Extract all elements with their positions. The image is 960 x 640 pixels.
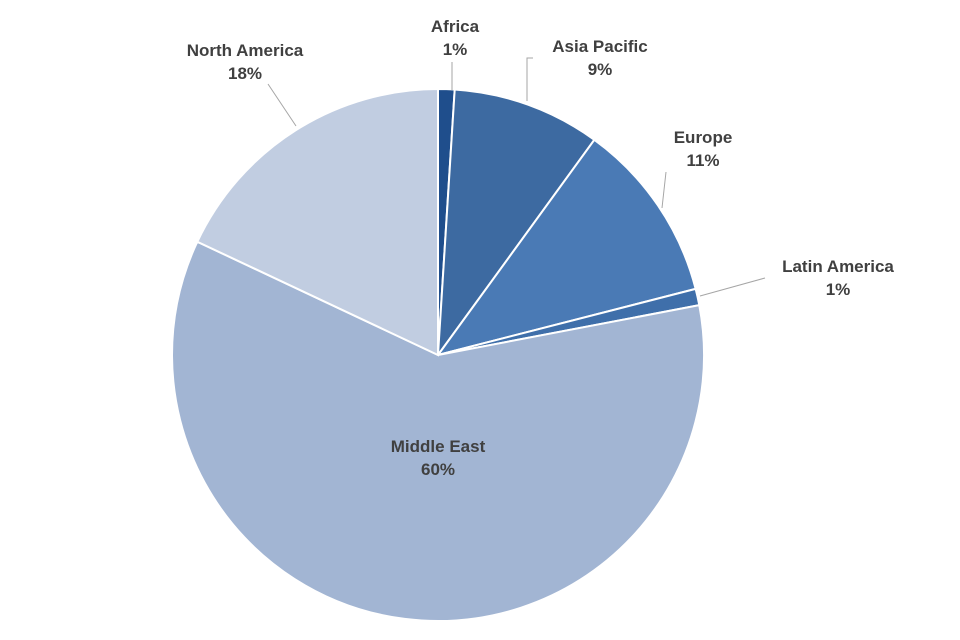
pie-slice-north-america <box>195 87 439 357</box>
pie-slice-middle-east <box>171 240 705 622</box>
category-label-europe: Europe <box>674 128 733 147</box>
value-label-africa: 1% <box>443 40 468 59</box>
pie-slice-europe <box>435 138 697 357</box>
category-label-latin-america: Latin America <box>782 257 894 276</box>
pie-slices <box>171 87 705 622</box>
leader-line-latin-america <box>699 277 766 297</box>
value-label-middle-east: 60% <box>421 460 455 479</box>
value-label-north-america: 18% <box>228 64 262 83</box>
leader-line-asia-pacific <box>526 57 533 101</box>
value-label-latin-america: 1% <box>826 280 851 299</box>
pie-leader-lines <box>267 57 766 297</box>
category-label-middle-east: Middle East <box>391 437 486 456</box>
pie-slice-asia-pacific <box>436 88 596 359</box>
leader-line-north-america <box>267 83 297 127</box>
category-label-asia-pacific: Asia Pacific <box>552 37 647 56</box>
value-label-asia-pacific: 9% <box>588 60 613 79</box>
pie-labels: Africa 1% Asia Pacific 9% Europe 11% Latin Ame… <box>187 17 895 479</box>
value-label-europe: 11% <box>686 151 719 170</box>
category-label-africa: Africa <box>431 17 480 36</box>
category-label-north-america: North America <box>187 41 304 60</box>
leader-line-europe <box>661 171 667 209</box>
